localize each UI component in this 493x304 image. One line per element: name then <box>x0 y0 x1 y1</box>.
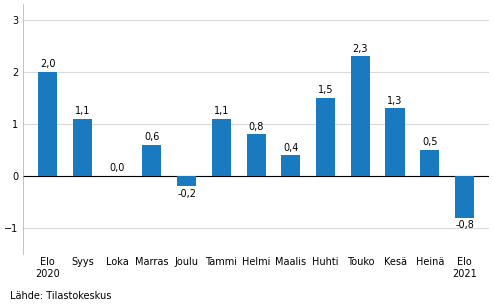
Bar <box>246 134 266 176</box>
Text: 0,6: 0,6 <box>144 132 160 142</box>
Bar <box>351 56 370 176</box>
Bar <box>38 72 57 176</box>
Text: -0,2: -0,2 <box>177 189 196 199</box>
Text: 1,3: 1,3 <box>387 96 403 106</box>
Text: Lähde: Tilastokeskus: Lähde: Tilastokeskus <box>10 291 111 301</box>
Text: 0,0: 0,0 <box>109 164 125 174</box>
Text: -0,8: -0,8 <box>455 220 474 230</box>
Bar <box>142 145 161 176</box>
Text: 0,8: 0,8 <box>248 122 264 132</box>
Bar <box>386 108 405 176</box>
Text: 0,4: 0,4 <box>283 143 298 153</box>
Bar <box>455 176 474 218</box>
Text: 1,1: 1,1 <box>74 106 90 116</box>
Bar <box>420 150 439 176</box>
Bar <box>73 119 92 176</box>
Text: 2,0: 2,0 <box>40 59 55 69</box>
Text: 1,1: 1,1 <box>213 106 229 116</box>
Bar <box>316 98 335 176</box>
Text: 1,5: 1,5 <box>318 85 333 95</box>
Text: 0,5: 0,5 <box>422 137 437 147</box>
Bar <box>281 155 300 176</box>
Bar <box>177 176 196 186</box>
Text: 2,3: 2,3 <box>352 44 368 54</box>
Bar <box>212 119 231 176</box>
